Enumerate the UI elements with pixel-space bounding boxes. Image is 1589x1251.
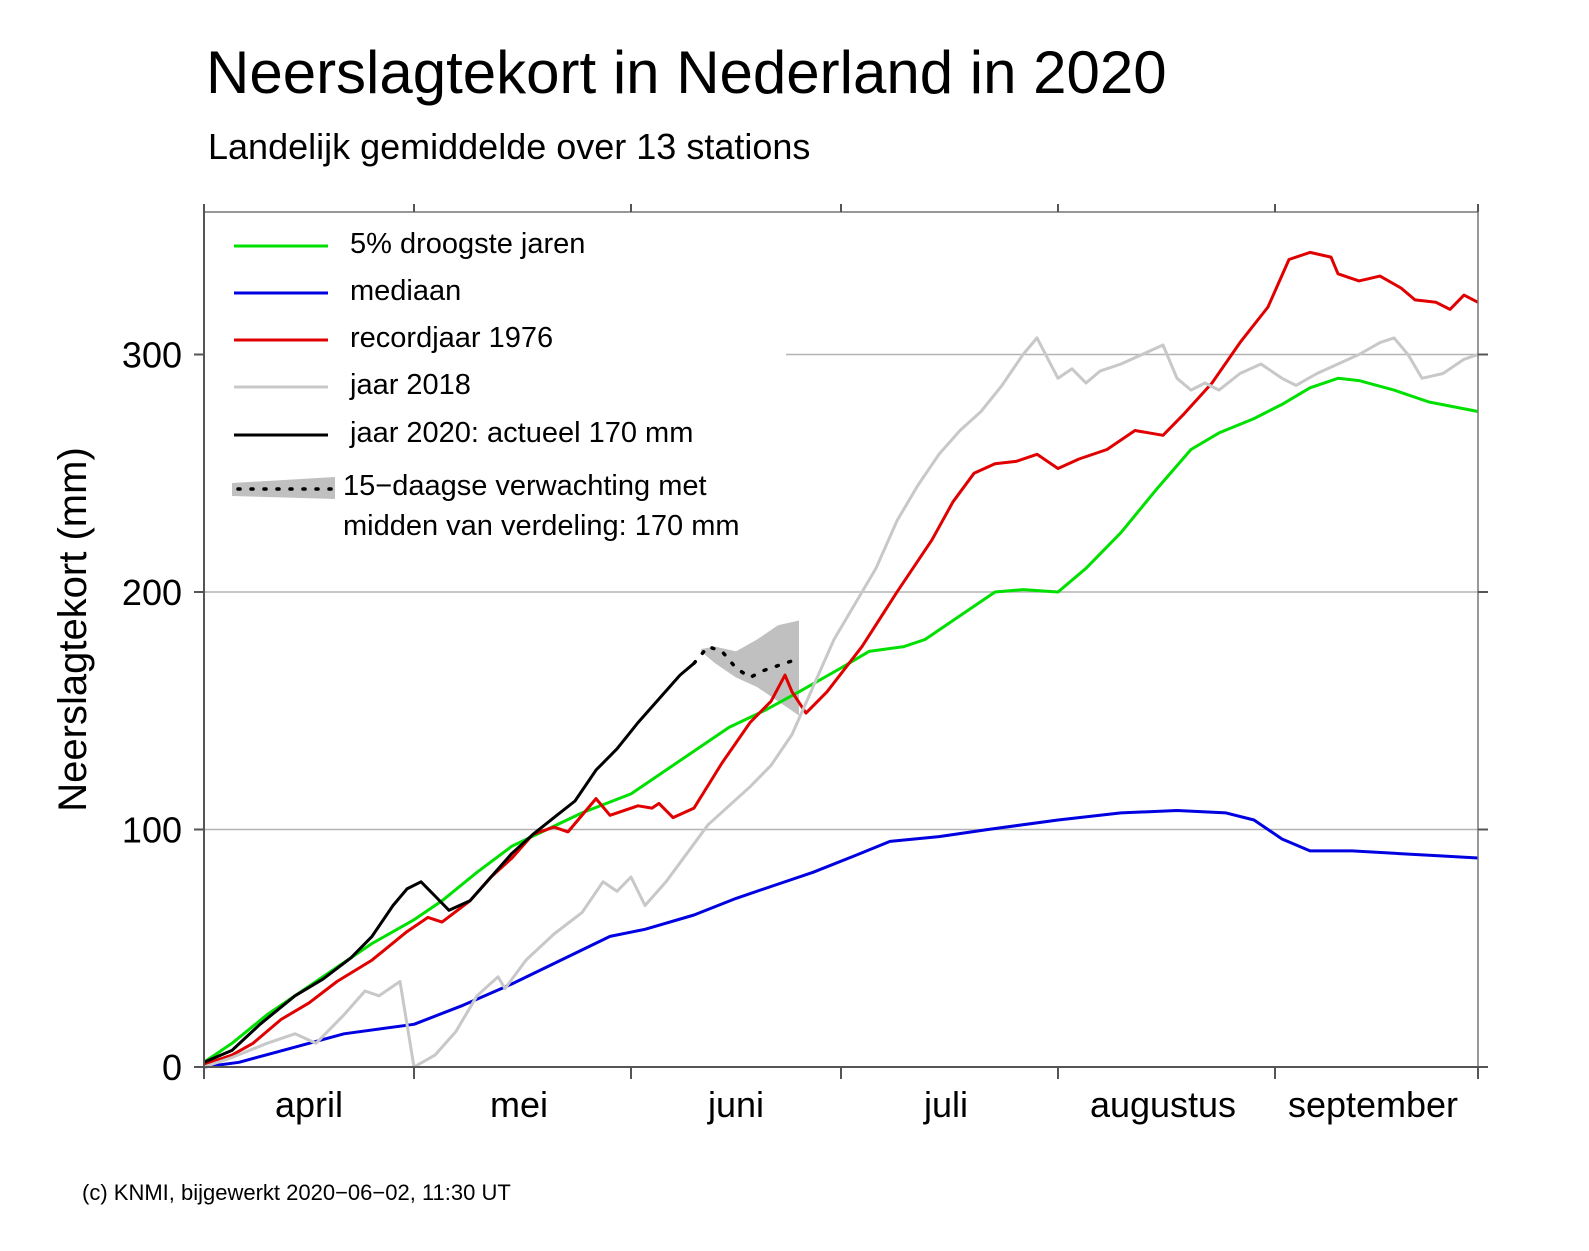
forecast-median-line	[692, 644, 801, 680]
series-line-1	[203, 809, 1479, 1069]
x-tick-label-juli: juli	[923, 1084, 968, 1125]
legend-label-3: jaar 2018	[349, 369, 471, 401]
y-tick-label-0: 0	[162, 1047, 182, 1088]
legend-label-4: jaar 2020: actueel 170 mm	[349, 417, 693, 449]
chart-subtitle: Landelijk gemiddelde over 13 stations	[208, 126, 811, 167]
x-tick-label-september: september	[1288, 1084, 1458, 1125]
y-tick-label-100: 100	[122, 810, 182, 851]
series-line-3	[203, 336, 1479, 1069]
x-tick-label-augustus: augustus	[1090, 1084, 1236, 1125]
y-axis-label: Neerslagtekort (mm)	[51, 447, 95, 812]
legend-label-0: 5% droogste jaren	[350, 228, 585, 260]
legend-label-2: recordjaar 1976	[350, 322, 553, 354]
x-tick-label-april: april	[275, 1084, 343, 1125]
axes: 0 100 200 300 april mei juni juli augustus septem…	[122, 204, 1488, 1125]
legend-swatch-forecast-band	[232, 477, 335, 499]
series-line-2	[203, 250, 1479, 1067]
legend-label-forecast: 15−daagse verwachting met	[343, 470, 707, 502]
copyright-credit: (c) KNMI, bijgewerkt 2020−06−02, 11:30 U…	[82, 1180, 511, 1205]
chart-title: Neerslagtekort in Nederland in 2020	[206, 39, 1167, 106]
x-tick-label-mei: mei	[490, 1084, 548, 1125]
legend: 5% droogste jaren mediaan recordjaar 1976 j…	[232, 228, 740, 542]
y-tick-label-200: 200	[122, 572, 182, 613]
series-line-4	[203, 662, 695, 1064]
series-layer	[203, 250, 1479, 1069]
legend-label-forecast-line2: midden van verdeling: 170 mm	[343, 510, 740, 542]
x-tick-label-juni: juni	[707, 1084, 764, 1125]
y-tick-label-300: 300	[122, 335, 182, 376]
legend-background	[206, 214, 786, 554]
legend-label-1: mediaan	[350, 275, 461, 307]
series-line-0	[203, 376, 1479, 1064]
